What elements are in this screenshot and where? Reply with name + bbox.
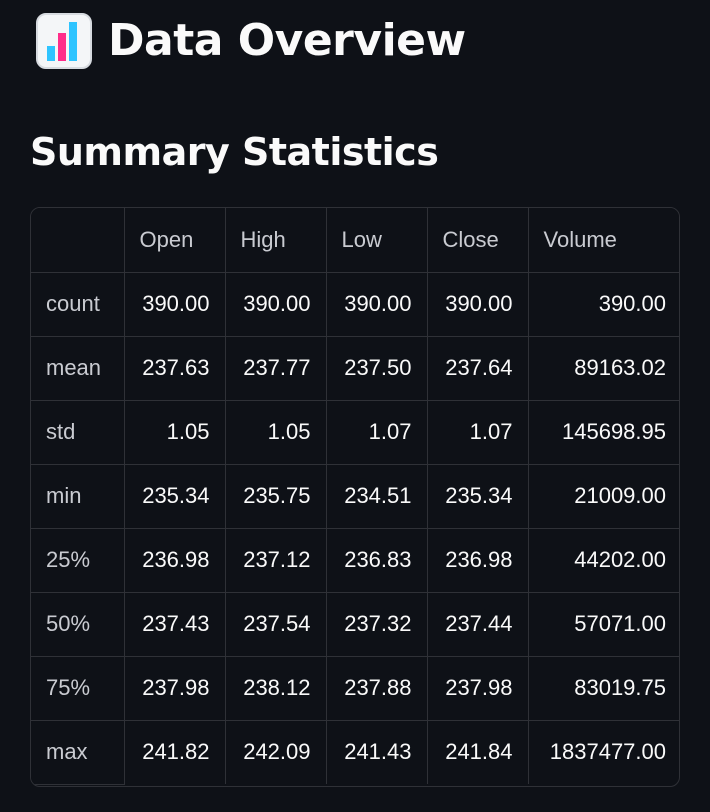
table-row: 75% 237.98 238.12 237.88 237.98 83019.75 [31, 656, 679, 721]
row-label: count [31, 272, 125, 337]
table-cell[interactable]: 145698.95 [528, 400, 679, 465]
table-row: std 1.05 1.05 1.07 1.07 145698.95 [31, 400, 679, 465]
table-row: max 241.82 242.09 241.43 241.84 1837477.… [31, 720, 679, 785]
table-cell[interactable]: 1837477.00 [549, 739, 666, 765]
row-label: 50% [31, 592, 125, 657]
table-cell[interactable]: 236.83 [326, 528, 428, 593]
table-cell[interactable]: 237.64 [427, 336, 529, 401]
table-cell[interactable]: 390.00 [427, 272, 529, 337]
column-header-close[interactable]: Close [427, 208, 529, 273]
table-row: mean 237.63 237.77 237.50 237.64 89163.0… [31, 336, 679, 401]
table-body: count 390.00 390.00 390.00 390.00 390.00… [31, 272, 679, 785]
table-cell[interactable]: 1.05 [225, 400, 327, 465]
bar-chart-icon [36, 13, 92, 69]
row-label: std [31, 400, 125, 465]
table-cell[interactable]: 237.98 [427, 656, 529, 721]
table-cell[interactable]: 236.98 [124, 528, 226, 593]
table-row: 50% 237.43 237.54 237.32 237.44 57071.00 [31, 592, 679, 657]
header-row: Open High Low Close Volume [31, 208, 679, 273]
table-cell[interactable]: 237.98 [124, 656, 226, 721]
table-cell[interactable]: 235.34 [427, 464, 529, 529]
table-cell[interactable]: 1.07 [326, 400, 428, 465]
table-cell[interactable]: 241.82 [124, 720, 226, 784]
section-title-summary-statistics: Summary Statistics [30, 130, 439, 174]
column-header-high[interactable]: High [225, 208, 327, 273]
table-cell[interactable]: 44202.00 [528, 528, 679, 593]
column-header-open[interactable]: Open [124, 208, 226, 273]
page-title: Data Overview [108, 15, 466, 66]
row-label: min [31, 464, 125, 529]
table-cell[interactable]: 83019.75 [528, 656, 679, 721]
table-cell[interactable]: 237.50 [326, 336, 428, 401]
row-label: max [31, 720, 125, 785]
summary-statistics-table[interactable]: Open High Low Close Volume count 390.00 … [30, 207, 680, 787]
table-cell[interactable]: 234.51 [326, 464, 428, 529]
stats-table: Open High Low Close Volume count 390.00 … [31, 208, 679, 785]
column-header-low[interactable]: Low [326, 208, 428, 273]
table-cell[interactable]: 237.88 [326, 656, 428, 721]
table-cell[interactable]: 390.00 [528, 272, 679, 337]
row-label: 75% [31, 656, 125, 721]
table-cell[interactable]: 237.77 [225, 336, 327, 401]
row-label: 25% [31, 528, 125, 593]
table-cell[interactable]: 237.43 [124, 592, 226, 657]
table-cell[interactable]: 236.98 [427, 528, 529, 593]
table-cell[interactable]: 237.54 [225, 592, 327, 657]
table-cell[interactable]: 238.12 [225, 656, 327, 721]
page-header: Data Overview [36, 10, 466, 72]
table-cell[interactable]: 390.00 [326, 272, 428, 337]
table-cell[interactable]: 89163.02 [528, 336, 679, 401]
table-cell[interactable]: 1.07 [427, 400, 529, 465]
table-cell[interactable]: 21009.00 [528, 464, 679, 529]
table-cell[interactable]: 235.75 [225, 464, 327, 529]
row-label: mean [31, 336, 125, 401]
table-cell[interactable]: 237.12 [225, 528, 327, 593]
table-cell[interactable]: 237.44 [427, 592, 529, 657]
table-cell[interactable]: 57071.00 [528, 592, 679, 657]
table-row: min 235.34 235.75 234.51 235.34 21009.00 [31, 464, 679, 529]
table-cell[interactable]: 237.63 [124, 336, 226, 401]
table-cell[interactable]: 237.32 [326, 592, 428, 657]
table-row: 25% 236.98 237.12 236.83 236.98 44202.00 [31, 528, 679, 593]
table-row: count 390.00 390.00 390.00 390.00 390.00 [31, 272, 679, 337]
table-cell[interactable]: 242.09 [225, 720, 327, 784]
table-cell[interactable]: 235.34 [124, 464, 226, 529]
table-cell[interactable]: 1.05 [124, 400, 226, 465]
table-cell[interactable]: 390.00 [124, 272, 226, 337]
table-cell[interactable]: 390.00 [225, 272, 327, 337]
table-cell[interactable]: 241.84 [427, 720, 529, 784]
table-header: Open High Low Close Volume [31, 208, 679, 273]
column-header-volume[interactable]: Volume [528, 208, 679, 273]
table-cell[interactable]: 241.43 [326, 720, 428, 784]
column-header-index[interactable] [31, 208, 125, 273]
